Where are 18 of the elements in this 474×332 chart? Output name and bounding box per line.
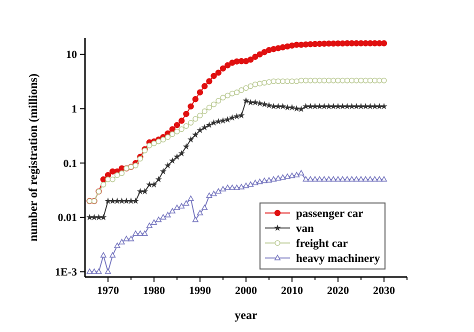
- x-tick-label: 2010: [281, 285, 304, 297]
- x-tick-label: 2000: [235, 285, 258, 297]
- y-tick-label: 10: [66, 49, 78, 62]
- y-axis-title: number of registration (millions): [26, 74, 40, 242]
- y-tick-label: 1E-3: [55, 266, 78, 279]
- legend-label: freight car: [296, 238, 348, 250]
- y-tick-label: 0.1: [63, 158, 77, 170]
- legend-label: passenger car: [296, 208, 364, 220]
- x-tick-label: 1970: [97, 285, 120, 297]
- x-tick-label: 2030: [373, 285, 396, 297]
- y-tick-label: 0.01: [58, 212, 77, 224]
- x-axis-title: year: [234, 308, 258, 322]
- y-tick-label: 1: [72, 104, 77, 116]
- x-tick-label: 1990: [189, 285, 212, 297]
- legend-label: van: [296, 223, 314, 236]
- legend-label: heavy machinery: [296, 253, 380, 266]
- x-tick-label: 2020: [327, 285, 350, 297]
- x-tick-label: 1980: [143, 285, 166, 297]
